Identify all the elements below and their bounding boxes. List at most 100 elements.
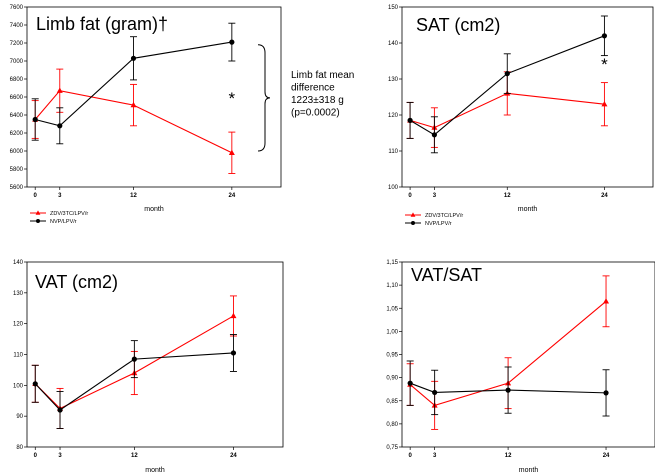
x-axis-label: month (145, 467, 165, 474)
y-tick-label: 6000 (10, 149, 24, 155)
data-point (130, 101, 137, 108)
legend-marker (35, 210, 41, 215)
data-point (431, 132, 437, 138)
x-tick-label: 12 (504, 193, 511, 199)
x-tick-label: 0 (408, 453, 412, 459)
x-tick-label: 3 (433, 453, 437, 459)
y-tick-label: 7400 (10, 23, 24, 29)
legend-label: NVP/LPV/r (425, 221, 452, 227)
y-tick-label: 6400 (10, 113, 24, 119)
y-tick-label: 7600 (10, 5, 24, 11)
y-tick-label: 140 (13, 260, 24, 266)
y-tick-label: 1,10 (386, 283, 398, 289)
legend-marker (411, 221, 415, 225)
series-zdv (31, 68, 236, 174)
y-tick-label: 1,05 (386, 306, 398, 312)
x-tick-label: 0 (34, 453, 38, 459)
chart-panel-4: 0,75 0,80 0,85 0,90 0,95 1,00 1,05 1,10 1,15 0 3 12… (386, 260, 655, 474)
x-tick-label: 0 (408, 193, 412, 199)
y-tick-label: 5600 (10, 185, 24, 191)
side-note-line: Limb fat mean (291, 70, 354, 81)
legend-label: ZDV/3TC/LPV/r (425, 213, 463, 219)
y-tick-label: 120 (388, 113, 399, 119)
legend-label: ZDV/3TC/LPV/r (50, 211, 88, 217)
data-point (601, 33, 608, 39)
x-tick-label: 24 (228, 193, 235, 199)
y-tick-label: 80 (16, 445, 23, 451)
series-nvp (406, 360, 610, 417)
data-point (56, 87, 63, 93)
y-tick-label: 130 (388, 77, 399, 83)
x-axis-label: month (519, 467, 539, 474)
legend-marker (410, 212, 416, 217)
significance-star: * (229, 89, 236, 108)
x-axis-label: month (144, 206, 164, 213)
y-tick-label: 5800 (10, 167, 24, 173)
y-tick-label: 1,15 (386, 260, 398, 266)
data-point (130, 55, 137, 61)
data-point (601, 101, 608, 107)
brace (257, 44, 271, 152)
legend: ZDV/3TC/LPV/r NVP/LPV/r (405, 212, 463, 227)
side-note-line: (p=0.0002) (291, 108, 340, 119)
y-tick-label: 90 (16, 414, 23, 420)
series-line (35, 41, 232, 127)
data-point (131, 356, 137, 362)
y-tick-label: 0,95 (386, 353, 398, 359)
data-point (504, 71, 510, 77)
x-tick-label: 0 (34, 193, 38, 199)
series-line (34, 90, 233, 154)
y-tick-label: 100 (13, 383, 24, 389)
series-nvp (31, 334, 237, 429)
series-line (409, 92, 605, 129)
x-axis-label: month (518, 206, 538, 213)
y-tick-label: 1,00 (386, 329, 398, 335)
y-tick-label: 110 (388, 149, 398, 155)
data-point (230, 350, 237, 356)
y-tick-label: 100 (388, 185, 399, 191)
y-tick-label: 7000 (10, 59, 24, 65)
chart-title: Limb fat (gram)† (36, 14, 168, 34)
data-point (57, 123, 63, 129)
legend-label: NVP/LPV/r (50, 219, 77, 225)
data-point (228, 149, 235, 155)
series-line (409, 382, 607, 394)
chart-title: SAT (cm2) (416, 15, 500, 35)
plot-frame (401, 261, 655, 448)
legend: ZDV/3TC/LPV/r NVP/LPV/r (30, 210, 88, 225)
x-tick-label: 24 (601, 193, 608, 199)
significance-star: * (601, 55, 608, 74)
data-point (505, 387, 511, 393)
y-tick-label: 0,80 (386, 422, 398, 428)
y-tick-label: 6600 (10, 95, 24, 101)
chart-panel-2: 100 110 120 130 140 150 0 3 12 24 month SAT (cm2) * Z… (388, 5, 654, 227)
series-nvp (31, 22, 236, 145)
data-point (603, 390, 609, 396)
y-tick-label: 0,85 (386, 399, 398, 405)
y-tick-label: 140 (388, 41, 399, 47)
data-point (603, 298, 610, 304)
series-line (409, 35, 605, 136)
side-note-line: 1223±318 g (291, 95, 344, 106)
chart-panel-3: 80 90 100 110 120 130 140 0 3 12 24 month VAT (cm2) (13, 260, 284, 474)
data-point (407, 380, 413, 386)
data-point (407, 117, 413, 123)
data-point (229, 39, 235, 45)
x-tick-label: 3 (58, 453, 62, 459)
chart-title: VAT/SAT (411, 265, 482, 285)
y-tick-label: 0,90 (386, 376, 398, 382)
data-point (32, 381, 38, 387)
data-point (230, 312, 237, 319)
y-tick-label: 150 (388, 5, 399, 11)
x-tick-label: 24 (603, 453, 610, 459)
legend-marker (36, 219, 40, 223)
y-tick-label: 120 (13, 322, 24, 328)
series-nvp (406, 15, 608, 154)
data-point (432, 389, 438, 396)
x-tick-label: 12 (131, 453, 138, 459)
data-point (57, 407, 63, 413)
x-tick-label: 24 (230, 453, 237, 459)
y-tick-label: 0,75 (386, 445, 398, 451)
x-tick-label: 3 (433, 193, 437, 199)
